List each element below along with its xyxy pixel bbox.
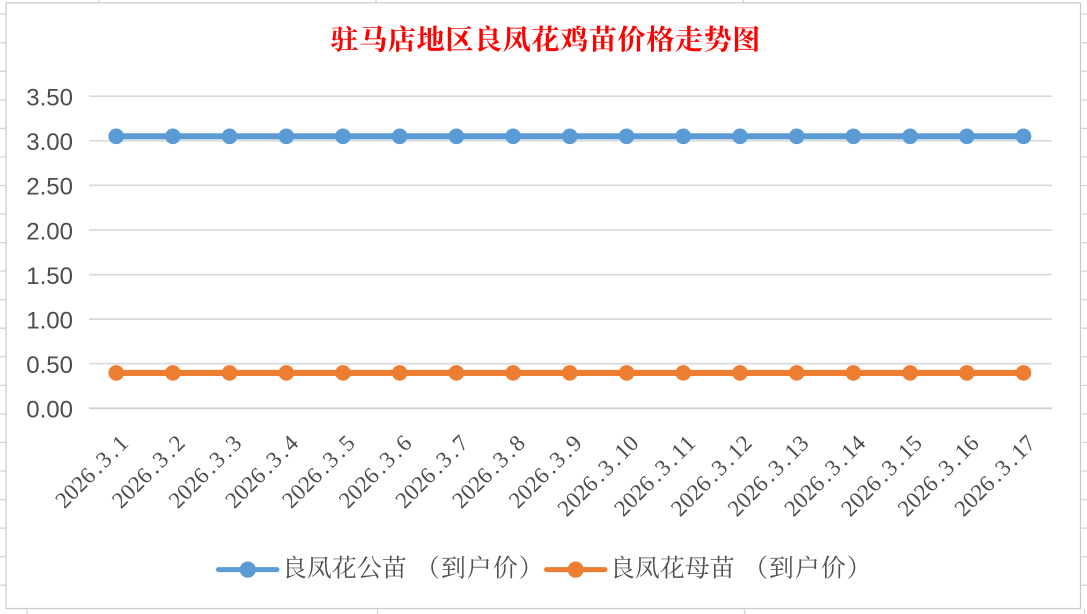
svg-text:1.00: 1.00 xyxy=(26,307,73,334)
svg-text:2.50: 2.50 xyxy=(26,174,73,201)
svg-text:0.50: 0.50 xyxy=(26,352,73,379)
svg-text:3.50: 3.50 xyxy=(26,85,73,112)
svg-text:0.00: 0.00 xyxy=(26,397,73,424)
svg-text:3.00: 3.00 xyxy=(26,129,73,156)
svg-text:2.00: 2.00 xyxy=(26,218,73,245)
svg-text:1.50: 1.50 xyxy=(26,263,73,290)
